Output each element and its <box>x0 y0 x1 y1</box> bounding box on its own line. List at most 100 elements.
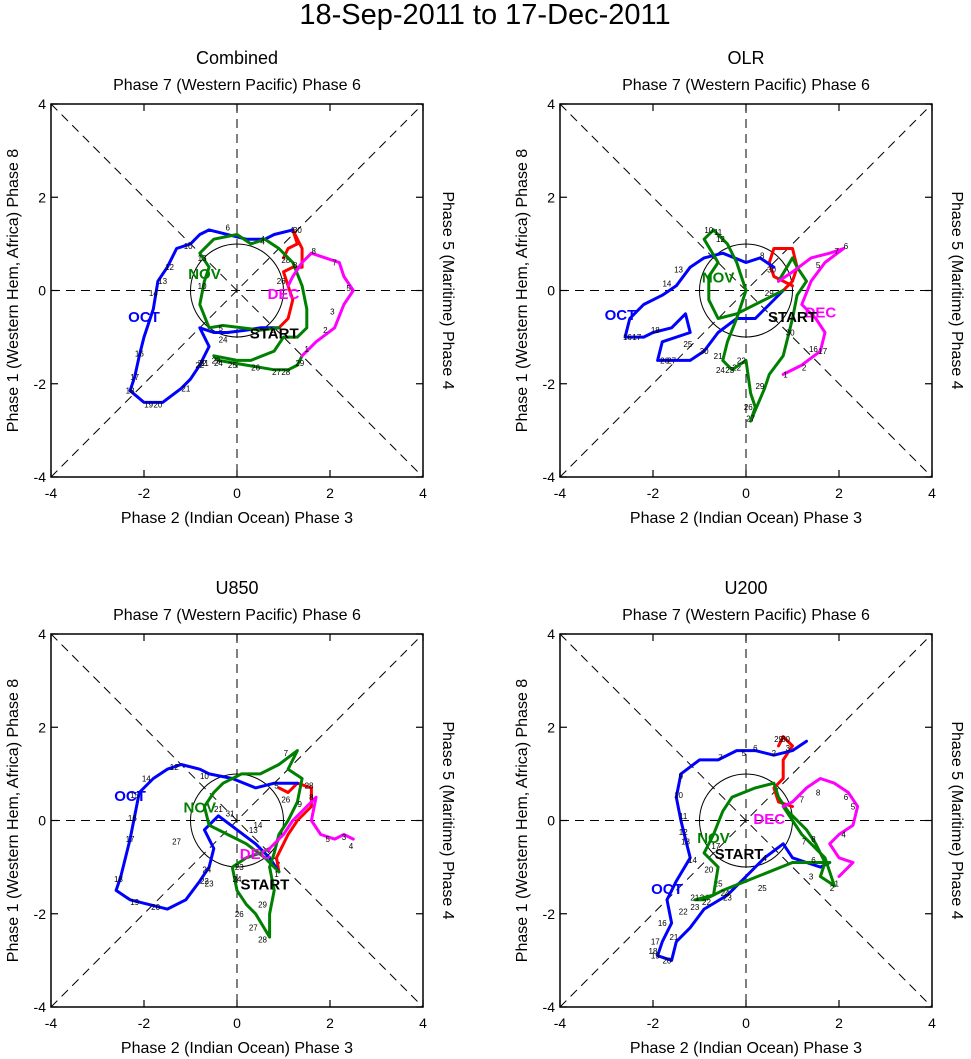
day-label: 8 <box>811 835 816 844</box>
day-label: 14 <box>142 775 151 784</box>
day-label: 26 <box>744 403 753 412</box>
day-label: 2 <box>323 326 328 335</box>
y-tick-label: 4 <box>547 626 555 642</box>
day-label: 26 <box>281 796 290 805</box>
top-axis-label: Phase 7 (Western Pacific) Phase 6 <box>622 77 870 94</box>
x-tick-label: 2 <box>326 1015 334 1031</box>
month-label-nov: NOV <box>702 270 735 287</box>
left-axis-label: Phase 1 (Western Hem, Africa) Phase 8 <box>514 679 531 962</box>
day-label: 14 <box>253 821 262 830</box>
day-label: 30 <box>293 226 302 235</box>
day-label: 1 <box>305 345 310 354</box>
month-label-nov: NOV <box>188 266 221 283</box>
day-label: 5 <box>325 835 330 844</box>
day-label: 7 <box>284 749 289 758</box>
day-label: 15 <box>130 791 139 800</box>
day-label: 16 <box>623 333 632 342</box>
x-tick-label: -4 <box>554 1015 567 1031</box>
series-dec: 1 2 3 5 7 8 <box>286 247 355 358</box>
start-label: START <box>768 309 817 326</box>
day-label: 12 <box>679 828 688 837</box>
x-tick-label: 4 <box>419 1015 427 1031</box>
x-tick-label: -2 <box>138 485 151 501</box>
y-tick-label: 2 <box>38 189 46 205</box>
day-label: 12 <box>170 763 179 772</box>
day-label: 8 <box>760 252 765 261</box>
day-label: 29 <box>755 382 764 391</box>
panel-title: U200 <box>724 578 767 598</box>
x-tick-label: 0 <box>742 1015 750 1031</box>
day-label: 1 <box>783 370 788 379</box>
day-label: 21 <box>714 352 723 361</box>
y-tick-label: 4 <box>38 96 46 112</box>
day-label: 3 <box>330 307 335 316</box>
x-tick-label: 0 <box>742 485 750 501</box>
y-tick-label: 0 <box>38 283 46 299</box>
day-label: 7 <box>834 247 839 256</box>
day-label: 20 <box>151 903 160 912</box>
day-label: 27 <box>172 837 181 846</box>
y-tick-label: 4 <box>38 626 46 642</box>
day-label: 10 <box>200 772 209 781</box>
start-label: START <box>240 876 289 893</box>
day-label: 6 <box>225 224 230 233</box>
day-label: 17 <box>126 835 135 844</box>
x-tick-label: -2 <box>138 1015 151 1031</box>
day-label: 6 <box>844 793 849 802</box>
month-label-nov: NOV <box>184 800 217 817</box>
x-tick-label: 0 <box>233 485 241 501</box>
day-label: 22 <box>679 907 688 916</box>
series-dec: 34 5 89 <box>268 793 355 851</box>
day-label: 7 <box>800 796 805 805</box>
day-label: 22 <box>702 898 711 907</box>
day-label: 21 <box>690 893 699 902</box>
day-label: 7 <box>802 837 807 846</box>
x-tick-label: -4 <box>45 1015 58 1031</box>
day-label: 2 <box>830 884 835 893</box>
month-label-oct: OCT <box>128 309 160 326</box>
day-label: 5 <box>218 324 223 333</box>
day-label: 18 <box>651 326 660 335</box>
day-label: 13 <box>158 277 167 286</box>
y-tick-label: -4 <box>34 469 47 485</box>
y-tick-label: 2 <box>38 719 46 735</box>
panels: Combined Phase 7 (Western Pacific) Phase … <box>5 48 965 1057</box>
trajectory-line-sep <box>275 781 313 874</box>
y-tick-label: -4 <box>34 999 47 1015</box>
y-tick-label: 2 <box>547 189 555 205</box>
trajectory-line-oct <box>656 739 832 962</box>
day-label: 11 <box>679 812 688 821</box>
day-label: 26 <box>277 277 286 286</box>
day-label: 1 <box>291 226 296 235</box>
day-label: 17 <box>130 373 139 382</box>
panel-title: Combined <box>196 48 278 68</box>
day-label: 21 <box>669 933 678 942</box>
x-tick-label: 4 <box>928 1015 936 1031</box>
day-label: 25 <box>683 340 692 349</box>
month-label-dec: DEC <box>805 304 837 321</box>
day-label: 25 <box>714 879 723 888</box>
day-label: 20 <box>704 865 713 874</box>
day-label: 10 <box>184 242 193 251</box>
day-label: 29 <box>765 289 774 298</box>
trajectory-line-nov <box>198 233 309 372</box>
y-tick-label: 0 <box>38 813 46 829</box>
day-label: 21 <box>181 384 190 393</box>
day-label: 5 <box>741 749 746 758</box>
trajectory-line-sep <box>767 247 799 292</box>
right-axis-label: Phase 5 (Maritime) Phase 4 <box>948 721 965 919</box>
day-label: 26 <box>251 363 260 372</box>
day-label: 18 <box>126 387 135 396</box>
day-label: 4 <box>349 842 354 851</box>
day-label: 24 <box>233 875 242 884</box>
day-label: 10 <box>674 791 683 800</box>
day-label: 27 <box>746 415 755 424</box>
day-label: 17 <box>632 333 641 342</box>
month-label-nov: NOV <box>697 830 730 847</box>
day-label: 30 <box>786 328 795 337</box>
day-label: 5 <box>816 261 821 270</box>
